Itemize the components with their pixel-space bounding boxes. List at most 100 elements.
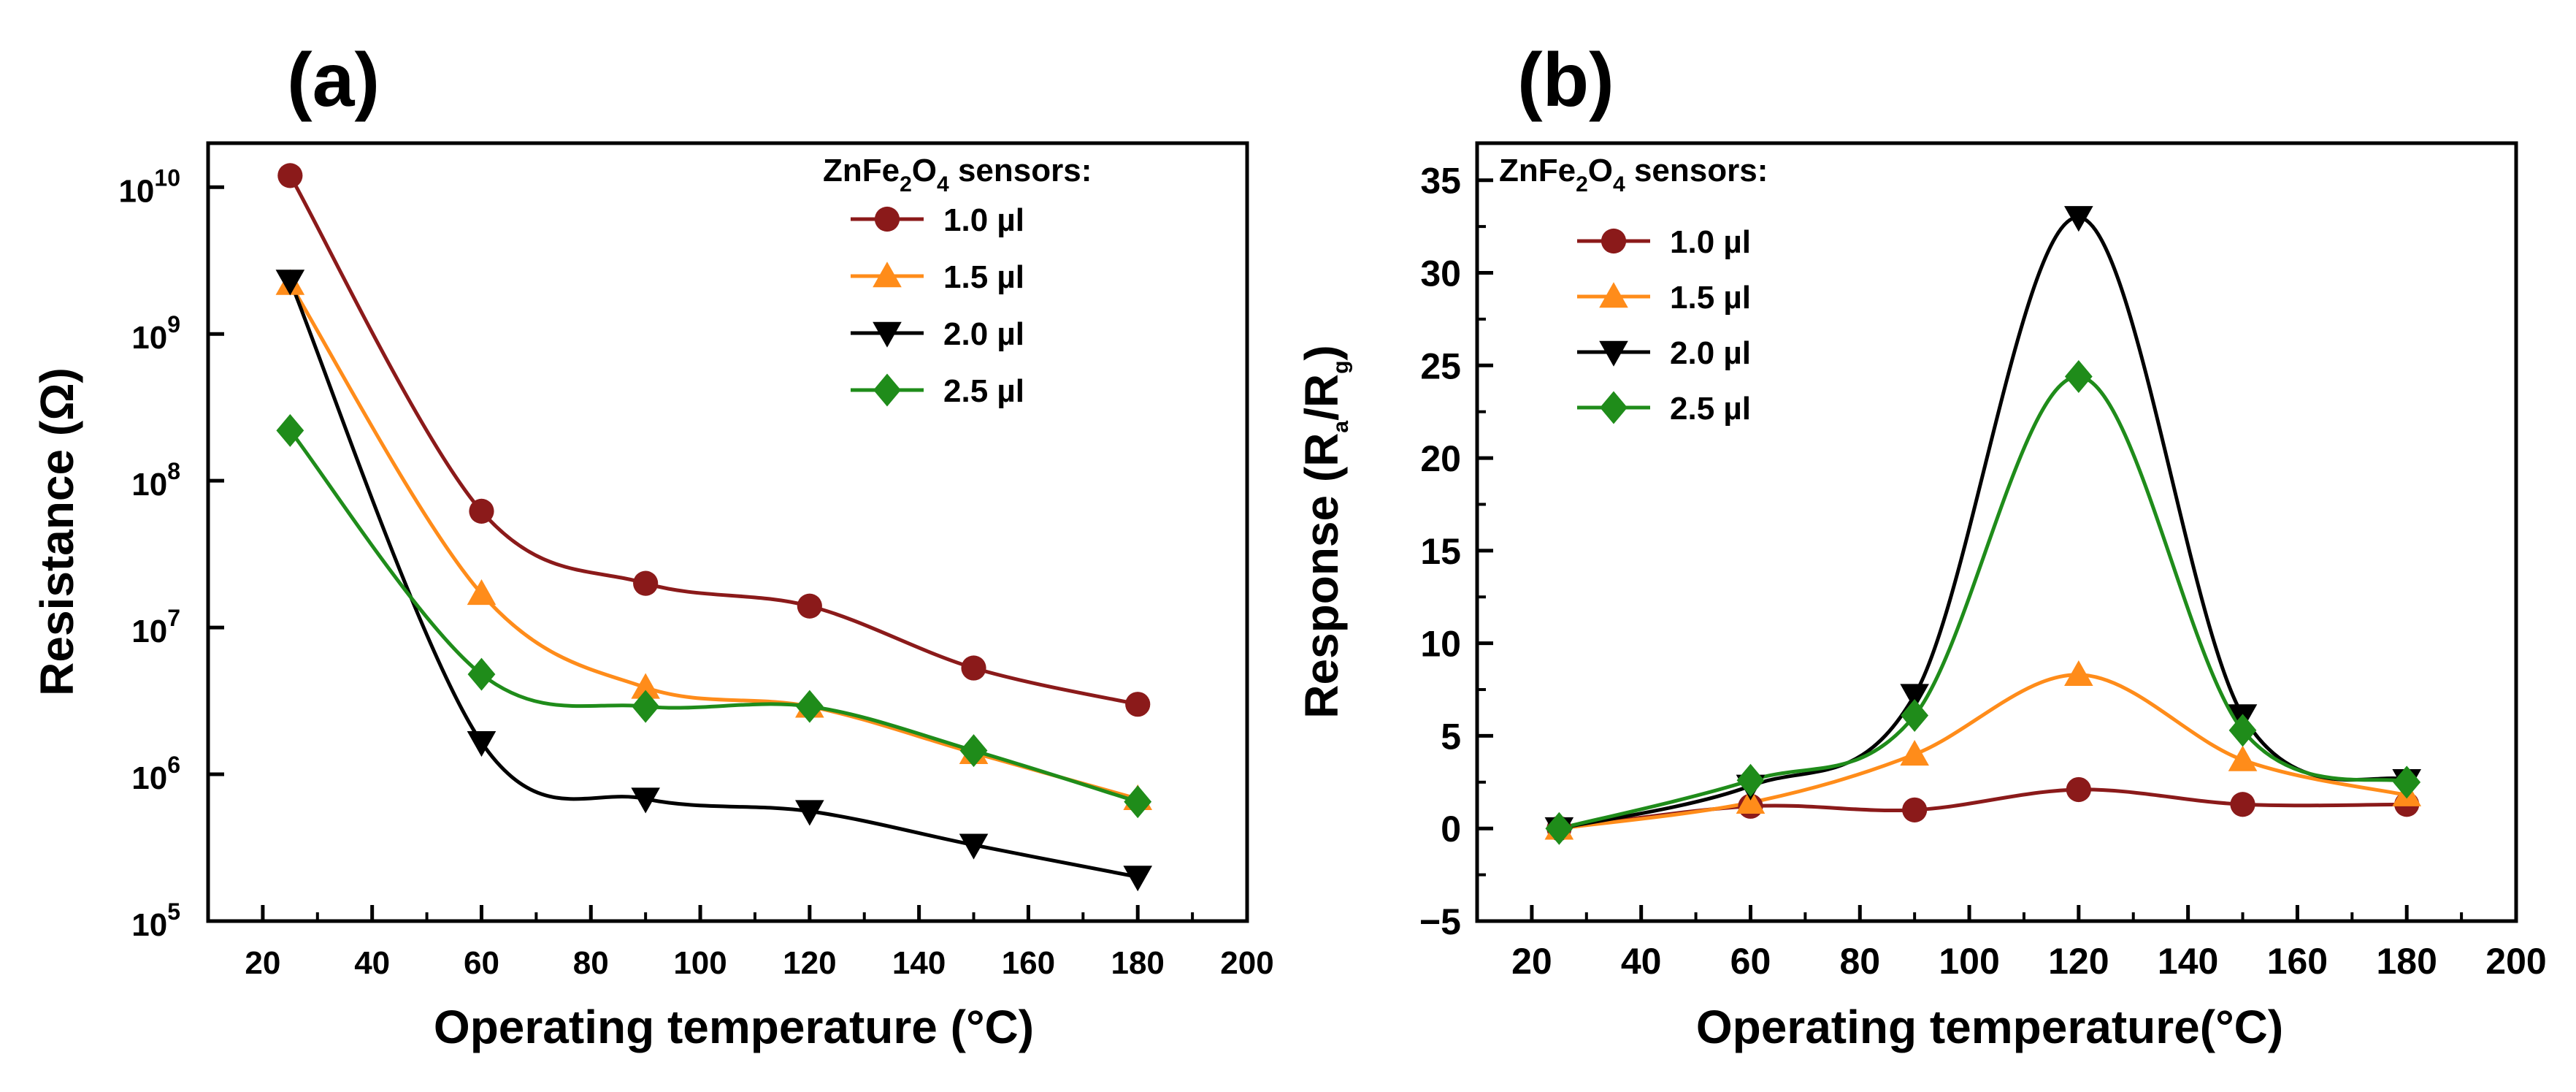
data-point-s1 bbox=[2066, 776, 2091, 803]
x-tick-label: 100 bbox=[1939, 941, 1999, 982]
data-point-s1 bbox=[469, 498, 494, 524]
x-tick-label: 180 bbox=[1111, 945, 1164, 981]
x-tick-label: 60 bbox=[1730, 941, 1771, 982]
legend-marker-3 bbox=[1599, 340, 1628, 367]
y-tick-label: −5 bbox=[1419, 901, 1461, 942]
data-point-s3 bbox=[467, 731, 497, 757]
data-point-s3 bbox=[795, 800, 824, 826]
x-tick-label: 40 bbox=[354, 945, 390, 981]
data-point-s3 bbox=[1900, 684, 1929, 710]
panel-label-a: (a) bbox=[287, 38, 380, 123]
data-point-s3 bbox=[275, 270, 305, 296]
legend-label-4: 2.5 µl bbox=[1670, 391, 1751, 427]
data-point-s1 bbox=[797, 593, 822, 619]
legend-title-a: ZnFe2O4 sensors: bbox=[823, 153, 1092, 196]
x-tick-label: 100 bbox=[673, 945, 727, 981]
data-point-s4 bbox=[276, 413, 304, 447]
panel-b: (b) 20 40 60 80 100 120 140 160 180 200 −5 0 5 10 15 2… bbox=[1295, 38, 2547, 1053]
y-axis-title-a: Resistance (Ω) bbox=[31, 367, 83, 696]
y-tick-label: 25 bbox=[1420, 345, 1461, 386]
legend-marker-3 bbox=[873, 321, 902, 348]
x-ticks-b: 20 40 60 80 100 120 140 160 180 200 bbox=[1476, 905, 2547, 982]
data-point-s4 bbox=[632, 690, 660, 723]
data-point-s1 bbox=[633, 570, 659, 596]
y-tick-label: 105 bbox=[131, 898, 180, 943]
y-ticks-b: −5 0 5 10 15 20 25 30 35 bbox=[1419, 161, 1493, 942]
data-point-s3 bbox=[631, 787, 660, 814]
data-point-s1 bbox=[277, 163, 303, 188]
x-axis-title-a: Operating temperature (°C) bbox=[434, 1001, 1034, 1053]
series-line-2 bbox=[1559, 673, 2407, 831]
plot-frame-b bbox=[1475, 141, 2518, 923]
legend-title-b: ZnFe2O4 sensors: bbox=[1499, 153, 1768, 196]
legend-label-1: 1.0 µl bbox=[943, 202, 1024, 238]
data-point-s4 bbox=[795, 690, 824, 723]
y-axis-title-b: Response (Ra/Rg) bbox=[1295, 345, 1353, 719]
legend-b: ZnFe2O4 sensors: 1.0 µl 1.5 µl 2.0 µl 2.5 µ… bbox=[1499, 153, 1768, 427]
y-tick-label: 109 bbox=[131, 311, 180, 356]
y-tick-label: 15 bbox=[1420, 531, 1461, 572]
series-line-4 bbox=[1558, 374, 2407, 831]
data-point-s2 bbox=[631, 673, 660, 699]
plot-frame-a bbox=[206, 141, 1249, 923]
x-tick-label: 140 bbox=[2158, 941, 2218, 982]
data-point-s4 bbox=[467, 657, 496, 691]
y-tick-label: 5 bbox=[1441, 716, 1461, 757]
x-tick-label: 60 bbox=[464, 945, 499, 981]
series-line-4 bbox=[288, 429, 1138, 804]
legend-label-2: 1.5 µl bbox=[943, 259, 1024, 295]
y-ticks-a: 105 106 107 108 109 1010 bbox=[118, 164, 224, 943]
data-point-s2 bbox=[2228, 745, 2258, 771]
legend-label-1: 1.0 µl bbox=[1670, 224, 1751, 260]
x-tick-label: 80 bbox=[1839, 941, 1880, 982]
panel-a: (a) 20 40 60 80 100 120 140 160 180 200 105 106 107… bbox=[31, 38, 1274, 1053]
legend-label-3: 2.0 µl bbox=[943, 316, 1024, 352]
markers-b bbox=[1544, 206, 2422, 845]
data-point-s4 bbox=[1545, 812, 1573, 845]
data-point-s4 bbox=[2393, 765, 2421, 799]
panel-label-b: (b) bbox=[1517, 38, 1614, 123]
markers-a bbox=[275, 163, 1153, 892]
data-point-s3 bbox=[959, 833, 989, 860]
x-tick-label: 200 bbox=[1220, 945, 1273, 981]
legend-marker-1 bbox=[874, 206, 900, 232]
x-tick-label: 20 bbox=[1511, 941, 1552, 982]
y-tick-label: 10 bbox=[1420, 624, 1461, 665]
legend-label-3: 2.0 µl bbox=[1670, 335, 1751, 371]
legend-a: ZnFe2O4 sensors: 1.0 µl 1.5 µl 2.0 µl 2.5 µ… bbox=[823, 153, 1092, 409]
x-tick-label: 200 bbox=[2485, 941, 2546, 982]
x-axis-title-b: Operating temperature(°C) bbox=[1696, 1001, 2283, 1053]
y-tick-label: 30 bbox=[1420, 253, 1461, 294]
series-line-3 bbox=[288, 280, 1138, 879]
x-tick-label: 120 bbox=[783, 945, 836, 981]
legend-marker-1 bbox=[1601, 228, 1627, 254]
data-point-s2 bbox=[467, 579, 497, 606]
x-ticks-a: 20 40 60 80 100 120 140 160 180 200 bbox=[207, 905, 1274, 981]
legend-label-2: 1.5 µl bbox=[1670, 280, 1751, 316]
y-tick-label: 20 bbox=[1420, 438, 1461, 479]
data-point-s1 bbox=[2230, 792, 2255, 817]
x-tick-label: 120 bbox=[2048, 941, 2109, 982]
data-point-s4 bbox=[1124, 785, 1152, 819]
data-point-s2 bbox=[2064, 660, 2093, 687]
data-point-s4 bbox=[1736, 763, 1765, 797]
legend-marker-2 bbox=[1599, 282, 1628, 308]
x-tick-label: 180 bbox=[2376, 941, 2437, 982]
y-tick-label: 1010 bbox=[118, 164, 180, 209]
x-tick-label: 20 bbox=[245, 945, 280, 981]
legend-marker-2 bbox=[873, 261, 902, 288]
data-point-s1 bbox=[1902, 797, 1928, 822]
data-point-s4 bbox=[1901, 699, 1929, 733]
data-point-s4 bbox=[2228, 714, 2257, 747]
data-point-s2 bbox=[1900, 739, 1929, 766]
y-tick-label: 106 bbox=[131, 752, 180, 796]
data-point-s1 bbox=[1125, 692, 1151, 717]
data-point-s3 bbox=[1123, 866, 1153, 892]
legend-label-4: 2.5 µl bbox=[943, 373, 1024, 409]
data-point-s3 bbox=[2064, 206, 2093, 232]
legend-marker-4 bbox=[1600, 391, 1628, 424]
data-point-s4 bbox=[2064, 360, 2093, 393]
x-tick-label: 140 bbox=[892, 945, 946, 981]
series-line-1 bbox=[288, 175, 1138, 706]
